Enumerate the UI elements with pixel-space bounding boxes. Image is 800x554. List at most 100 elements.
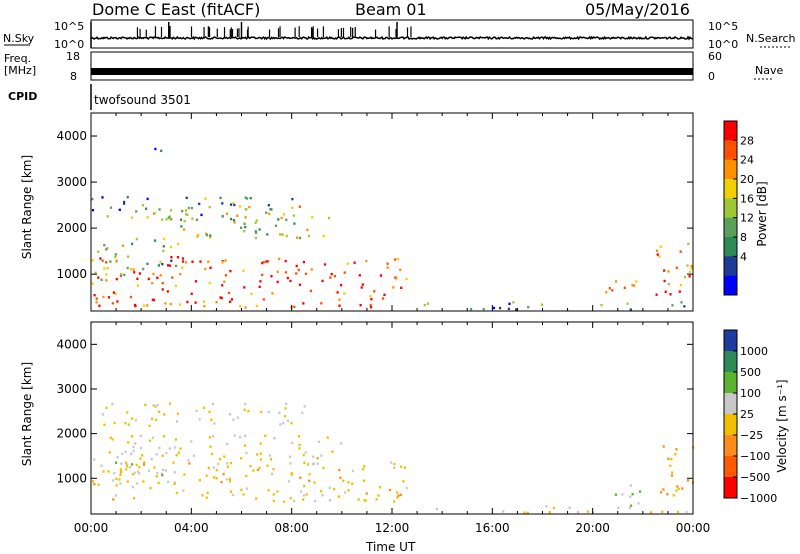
heatmap-cell (182, 489, 185, 492)
colorbar-tick-label: 12 (740, 212, 754, 225)
heatmap-cell (671, 304, 674, 307)
heatmap-cell (262, 298, 265, 301)
heatmap-cell (240, 457, 243, 460)
heatmap-cell (245, 208, 248, 211)
heatmap-cell (119, 470, 123, 473)
heatmap-cell (586, 510, 589, 513)
heatmap-cell (91, 209, 95, 212)
heatmap-cell (172, 461, 175, 464)
heatmap-cell (129, 295, 132, 299)
heatmap-cell (259, 452, 262, 455)
heatmap-cell (130, 417, 134, 420)
heatmap-cell (686, 264, 689, 267)
heatmap-cell (225, 212, 228, 215)
heatmap-cell (621, 493, 624, 496)
colorbar-segment (724, 330, 737, 352)
heatmap-cell (204, 267, 207, 271)
heatmap-cell (198, 202, 201, 206)
heatmap-cell (190, 440, 193, 443)
heatmap-cell (126, 266, 129, 270)
heatmap-cell (295, 272, 298, 275)
heatmap-cell (299, 490, 303, 493)
heatmap-cell (683, 305, 686, 308)
heatmap-cell (215, 301, 218, 304)
heatmap-cell (100, 278, 103, 281)
heatmap-cell (314, 499, 317, 503)
heatmap-cell (170, 256, 173, 259)
heatmap-cell (338, 468, 341, 472)
heatmap-cell (99, 257, 102, 260)
heatmap-cell (272, 493, 275, 496)
heatmap-cell (177, 451, 180, 454)
heatmap-cell (131, 435, 134, 438)
heatmap-cell (147, 277, 150, 281)
nsky-hi: 10^5 (54, 20, 85, 33)
heatmap-cell (181, 257, 184, 260)
colorbar-segment (724, 477, 737, 499)
heatmap-cell (146, 262, 149, 265)
heatmap-cell (146, 197, 149, 201)
heatmap-cell (287, 419, 290, 423)
heatmap-cell (289, 462, 292, 465)
heatmap-cell (230, 298, 234, 301)
heatmap-cell (168, 447, 171, 450)
heatmap-cell (209, 234, 212, 237)
colorbar-tick-label: −25 (740, 429, 763, 442)
heatmap-cell (319, 489, 323, 493)
heatmap-cell (287, 480, 290, 483)
heatmap-cell (515, 308, 518, 311)
heatmap-cell (302, 498, 305, 501)
heatmap-cell (98, 304, 101, 307)
heatmap-cell (100, 464, 103, 468)
heatmap-cell (116, 300, 119, 303)
heatmap-cell (264, 434, 267, 437)
heatmap-cell (154, 147, 157, 151)
heatmap-cell (284, 259, 287, 263)
heatmap-cell (337, 495, 341, 498)
heatmap-cell (191, 217, 194, 220)
heatmap-cell (301, 411, 304, 415)
heatmap-cell (248, 205, 251, 209)
heatmap-cell (138, 465, 141, 469)
heatmap-cell (268, 212, 271, 215)
colorbar-segment (724, 121, 737, 141)
heatmap-cell (342, 479, 345, 482)
heatmap-cell (165, 218, 168, 221)
heatmap-cell (395, 277, 398, 280)
heatmap-cell (403, 466, 407, 469)
xtick-label: 20:00 (575, 521, 610, 535)
heatmap-cell (105, 279, 108, 282)
heatmap-cell (112, 498, 115, 501)
heatmap-cell (108, 451, 111, 454)
heatmap-cell (552, 506, 556, 510)
heatmap-cell (116, 456, 119, 459)
heatmap-cell (142, 304, 146, 307)
heatmap-cell (298, 447, 301, 450)
heatmap-cell (435, 507, 439, 511)
heatmap-cell (208, 281, 211, 285)
heatmap-cell (226, 442, 229, 446)
heatmap-cell (175, 454, 178, 457)
heatmap-cell (106, 267, 109, 270)
heatmap-cell (393, 500, 396, 503)
heatmap-cell (187, 459, 190, 462)
heatmap-cell (191, 260, 194, 263)
colorbar-frame (723, 120, 738, 296)
heatmap-cell (629, 504, 633, 507)
heatmap-cell (159, 261, 162, 264)
heatmap-cell (167, 264, 170, 267)
heatmap-cell (151, 281, 154, 285)
heatmap-cell (152, 404, 155, 407)
heatmap-cell (156, 472, 159, 475)
heatmap-cell (154, 211, 157, 215)
heatmap-cell (675, 266, 678, 269)
heatmap-cell (139, 457, 142, 460)
heatmap-cell (115, 260, 118, 263)
heatmap-cell (126, 465, 129, 468)
heatmap-cell (280, 216, 283, 220)
heatmap-cell (192, 454, 195, 457)
colorbar-tick-label: 1000 (740, 345, 768, 358)
heatmap-cell (265, 211, 268, 214)
heatmap-cell (397, 257, 400, 261)
heatmap-cell (326, 436, 329, 439)
